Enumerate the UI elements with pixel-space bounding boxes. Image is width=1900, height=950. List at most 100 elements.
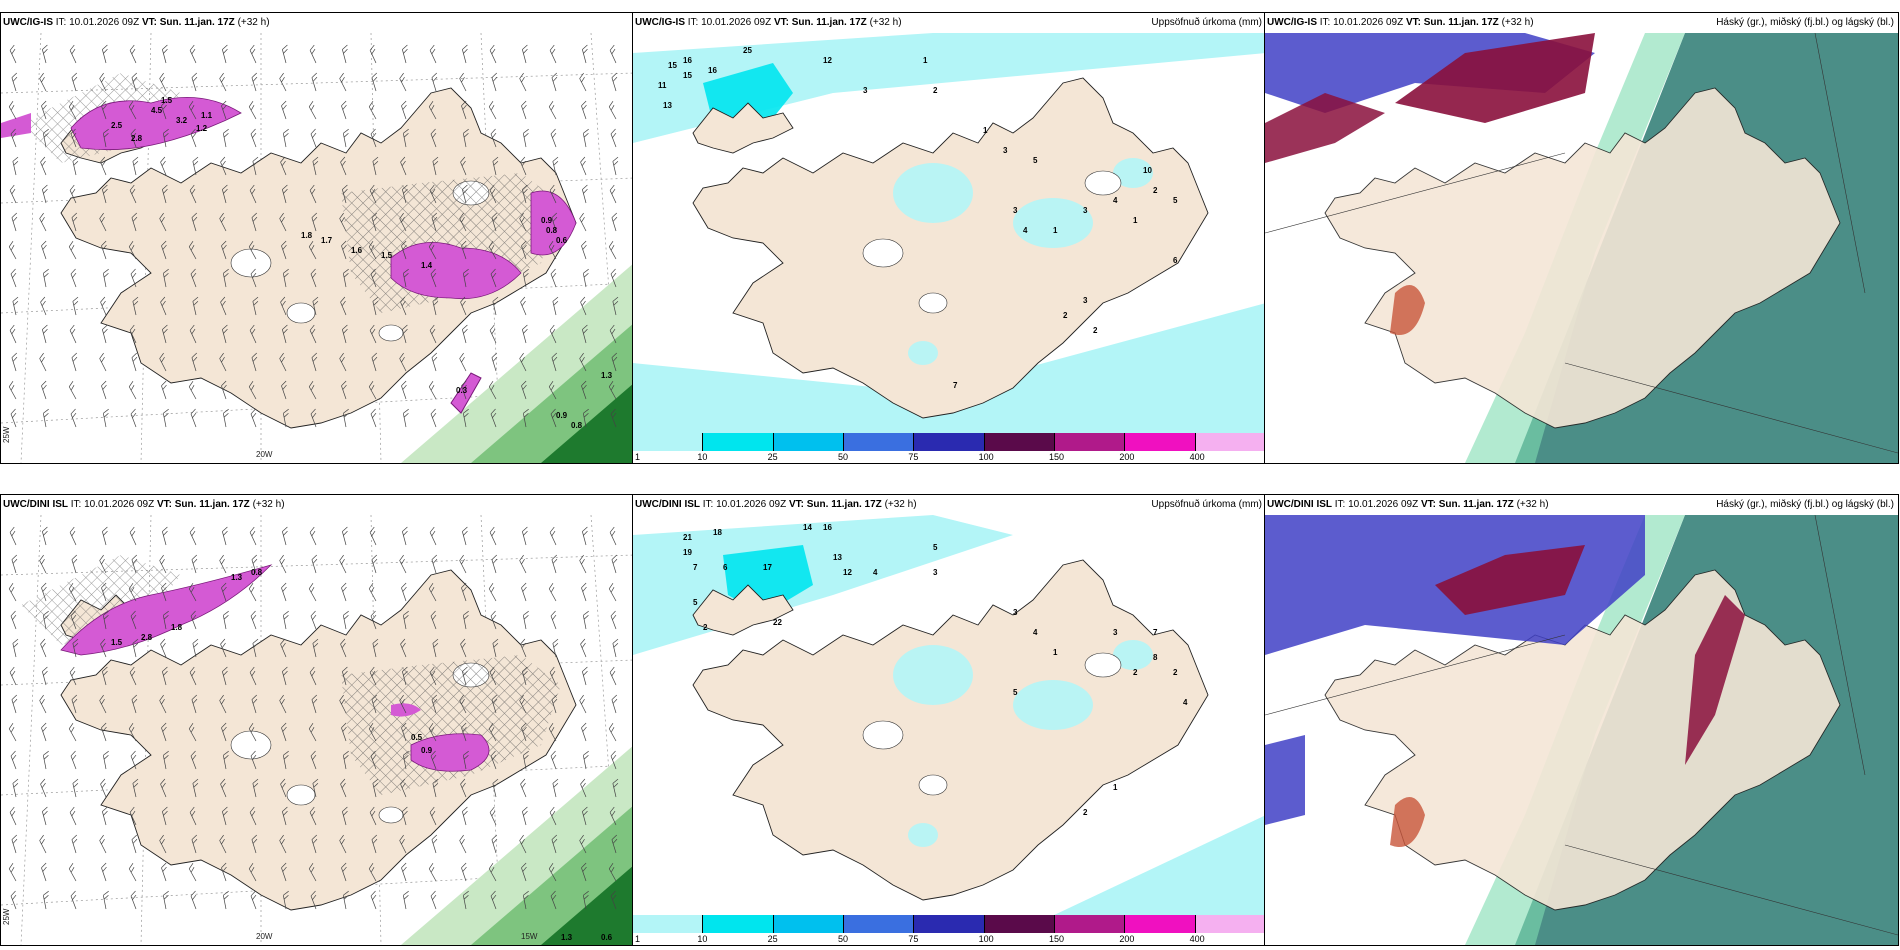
- wind-barb-feather: [521, 838, 525, 845]
- wind-barb-feather: [580, 156, 586, 163]
- wind-barb: [341, 100, 347, 120]
- wind-barb-feather: [192, 156, 199, 162]
- wind-barb-shaft: [369, 330, 377, 344]
- wind-barb-feather: [521, 722, 527, 729]
- wind-barb-feather: [461, 698, 465, 705]
- wind-barb-feather: [551, 554, 558, 560]
- wind-barb-feather: [12, 132, 17, 138]
- precip-blob: [70, 97, 242, 151]
- wind-barb: [100, 296, 107, 316]
- wind-barb-feather: [522, 866, 527, 872]
- wind-barb-feather: [370, 385, 375, 391]
- wind-barb-feather: [8, 863, 14, 869]
- wind-barb-feather: [128, 583, 134, 589]
- wind-barb-shaft: [579, 700, 587, 714]
- wind-barb: [102, 268, 109, 288]
- wind-barb-shaft: [582, 329, 587, 344]
- wind-barb-feather: [403, 610, 409, 616]
- wind-barb-feather: [400, 638, 406, 645]
- wind-barb: [522, 610, 529, 630]
- wind-barb-feather: [252, 614, 257, 620]
- wind-barb-feather: [72, 614, 77, 620]
- wind-barb: [188, 863, 197, 882]
- wind-barb-feather: [162, 666, 168, 672]
- wind-barb-shaft: [581, 727, 587, 742]
- wind-barb: [39, 834, 47, 854]
- wind-barb-feather: [343, 615, 349, 620]
- wind-barb: [41, 100, 47, 120]
- wind-barb: [522, 750, 529, 770]
- wind-barb: [608, 101, 617, 120]
- wind-barb-feather: [310, 867, 315, 873]
- wind-barb-feather: [223, 610, 229, 616]
- wind-barb-shaft: [341, 385, 347, 400]
- value-label: 1: [983, 126, 988, 135]
- wind-barb-shaft: [249, 532, 257, 546]
- wind-barb-feather: [488, 381, 494, 387]
- wind-barb-feather: [373, 300, 379, 306]
- wind-barb-shaft: [130, 615, 137, 630]
- wind-barb-feather: [222, 184, 228, 190]
- wind-barb: [99, 72, 107, 92]
- wind-barb-feather: [431, 328, 436, 335]
- wind-barb: [102, 890, 109, 910]
- wind-barb-shaft: [39, 700, 47, 714]
- wind-barb: [341, 380, 347, 400]
- wind-barb-shaft: [252, 161, 257, 176]
- wind-barb-shaft: [39, 560, 47, 574]
- wind-barb-feather: [250, 268, 256, 275]
- wind-barb: [462, 750, 469, 770]
- wind-barb: [251, 694, 258, 714]
- wind-barb: [399, 834, 407, 854]
- wind-barb-feather: [550, 128, 556, 135]
- wind-barb-feather: [523, 750, 529, 756]
- wind-barb-feather: [459, 554, 464, 561]
- wind-barb: [99, 694, 107, 714]
- wind-barb-shaft: [551, 839, 557, 854]
- wind-barb: [339, 72, 347, 92]
- wind-barb-feather: [492, 412, 497, 418]
- wind-barb-shaft: [462, 273, 467, 288]
- wind-barb-feather: [72, 894, 77, 900]
- wind-barb-feather: [583, 413, 589, 418]
- wind-barb-feather: [251, 530, 256, 537]
- wind-barb: [252, 778, 259, 798]
- wind-barb-shaft: [491, 77, 497, 92]
- wind-barb-feather: [70, 727, 75, 733]
- wind-barb: [128, 723, 137, 742]
- wind-barb-shaft: [162, 189, 167, 204]
- wind-barb-shaft: [128, 246, 137, 260]
- wind-barb-shaft: [188, 106, 197, 120]
- wind-barb-shaft: [549, 532, 557, 546]
- wind-barb-feather: [460, 778, 466, 785]
- wind-barb: [401, 240, 407, 260]
- panel-cloud-ig: UWC/IG-IS IT: 10.01.2026 09Z VT: Sun. 11…: [1264, 12, 1899, 464]
- wind-barb-shaft: [309, 50, 317, 64]
- wind-barb-shaft: [490, 413, 497, 428]
- wind-barb: [489, 806, 497, 826]
- wind-barb: [161, 380, 167, 400]
- wind-barb: [71, 834, 78, 854]
- wind-barb-feather: [551, 72, 558, 78]
- wind-barb-shaft: [11, 77, 17, 92]
- wind-barb-shaft: [608, 106, 617, 120]
- wind-barb-shaft: [459, 78, 467, 92]
- wind-barb-feather: [491, 530, 496, 537]
- wind-barb-feather: [281, 838, 285, 845]
- wind-barb-shaft: [552, 161, 557, 176]
- wind-barb-shaft: [402, 413, 407, 428]
- wind-barb-feather: [250, 385, 255, 391]
- wind-barb: [159, 694, 167, 714]
- wind-barb-feather: [250, 587, 255, 593]
- wind-barb-feather: [99, 694, 104, 701]
- wind-barb: [429, 324, 437, 344]
- wind-barb-feather: [432, 296, 439, 302]
- wind-barb-feather: [401, 642, 406, 649]
- wind-barb-shaft: [488, 106, 497, 120]
- wind-barb: [71, 554, 78, 574]
- wind-barb: [42, 666, 48, 686]
- wind-barb-shaft: [99, 78, 107, 92]
- wind-barb-feather: [492, 356, 498, 362]
- wind-barb: [491, 834, 498, 854]
- wind-barb-feather: [132, 698, 138, 704]
